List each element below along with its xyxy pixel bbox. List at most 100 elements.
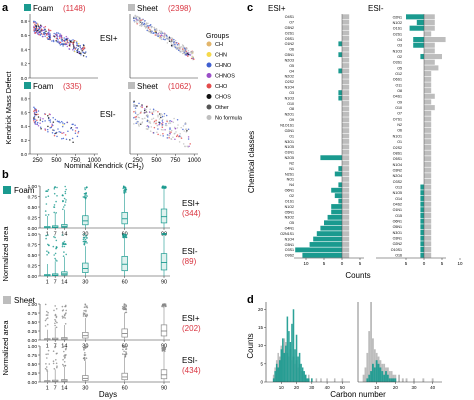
y-tick-label: 10 (258, 343, 264, 348)
scatter-point (66, 39, 69, 42)
class-label: N3O2 (285, 216, 294, 220)
sheet-hist-bar (333, 378, 336, 382)
scatter-point (83, 44, 85, 47)
box-outlier (45, 318, 48, 320)
scatter-point (178, 43, 180, 46)
box-outlier (164, 185, 167, 188)
class-label: N1O2 (393, 21, 402, 25)
class-label: N2O1 (285, 113, 294, 117)
box-outlier (123, 308, 126, 311)
scatter-point (160, 38, 163, 41)
box-outlier (84, 314, 87, 317)
scatter-point (133, 16, 135, 19)
scatter-point (40, 29, 42, 32)
box-outlier (65, 188, 67, 191)
box-outlier (47, 234, 49, 236)
sheet-bar (424, 76, 432, 82)
class-label: N1 (289, 167, 294, 171)
foam-bar (420, 224, 424, 230)
scatter-point (156, 124, 159, 127)
scatter-point (35, 25, 38, 28)
scatter-point (171, 39, 174, 41)
scatter-point (33, 114, 36, 116)
legend-label: CHNO (215, 63, 232, 69)
scatter-point (44, 128, 46, 130)
y-tick-label: 0.75 (28, 353, 38, 359)
box (61, 271, 68, 276)
foam-hist-bar (272, 378, 275, 382)
scatter-point (49, 126, 51, 129)
scatter-point (133, 19, 135, 22)
scatter-point (178, 135, 181, 137)
box-outlier (45, 237, 47, 240)
scatter-point (46, 37, 48, 39)
sheet-bar (342, 139, 350, 144)
sheet-hist-bar (390, 371, 393, 382)
scatter-point (85, 56, 88, 58)
scatter-point (172, 121, 175, 123)
scatter-point (57, 32, 60, 34)
box-outlier (65, 312, 67, 314)
foam-hist-bar (377, 363, 380, 382)
sheet-bar (424, 71, 432, 77)
box-outlier (164, 348, 166, 351)
foam-bar (420, 218, 424, 224)
scatter-point (61, 132, 63, 134)
x-tick-label: 250 (133, 158, 144, 164)
box-outlier (82, 238, 85, 241)
sheet-bar (424, 31, 432, 37)
foam-bar (338, 95, 342, 101)
scatter-point (47, 115, 49, 117)
scatter-point (73, 41, 75, 43)
class-label: O2 (289, 194, 294, 198)
box-outlier (162, 233, 165, 235)
foam-hist-bar (283, 352, 286, 382)
scatter-point (139, 20, 141, 23)
sheet-bar (424, 99, 432, 105)
sheet-bar (342, 144, 350, 150)
groups-legend: CH CHN CHNO CHNOS CHO CHOS Other No formula (206, 41, 243, 122)
box-outlier (65, 309, 67, 312)
row-count-label: (89) (182, 257, 197, 266)
scatter-point (162, 129, 164, 131)
scatter-point (56, 32, 58, 34)
scatter-point (182, 143, 185, 145)
sheet-swatch-a1 (128, 4, 135, 11)
scatter-point (64, 134, 67, 136)
y-tick-label: 20 (258, 307, 264, 312)
box-outlier (84, 313, 86, 315)
box-outlier (83, 240, 86, 242)
foam-bar (420, 229, 424, 236)
scatter-point (136, 114, 138, 116)
box-outlier (84, 347, 87, 349)
box-outlier (85, 309, 87, 312)
box-outlier (85, 186, 88, 188)
scatter-point (75, 41, 78, 43)
scatter-point (75, 126, 77, 129)
scatter-point (176, 46, 178, 49)
scatter-point (72, 45, 75, 47)
scatter-point (137, 122, 139, 124)
scatter-point (74, 48, 77, 50)
scatter-point (33, 106, 35, 109)
box-outlier (47, 311, 49, 314)
scatter-point (174, 132, 176, 135)
scatter-point (72, 48, 74, 51)
sheet-bar (342, 79, 350, 85)
scatter-point (68, 48, 71, 50)
scatter-point (40, 128, 42, 130)
row-esi-label: ESI- (182, 247, 198, 256)
esi-pos-label-a: ESI+ (100, 34, 118, 43)
panel-a-ylabel: Kendrick Mass Defect (4, 71, 13, 145)
scatter-point (58, 120, 60, 123)
scatter-point (146, 29, 148, 32)
scatter-point (151, 25, 153, 28)
box-outlier (64, 354, 66, 357)
class-label: O4 (289, 69, 294, 73)
scatter-point (149, 28, 151, 31)
sheet-bar (424, 105, 435, 111)
scatter-point (158, 121, 160, 123)
sheet-bar (424, 54, 442, 60)
box-outlier (83, 347, 85, 349)
box-outlier (83, 243, 86, 246)
